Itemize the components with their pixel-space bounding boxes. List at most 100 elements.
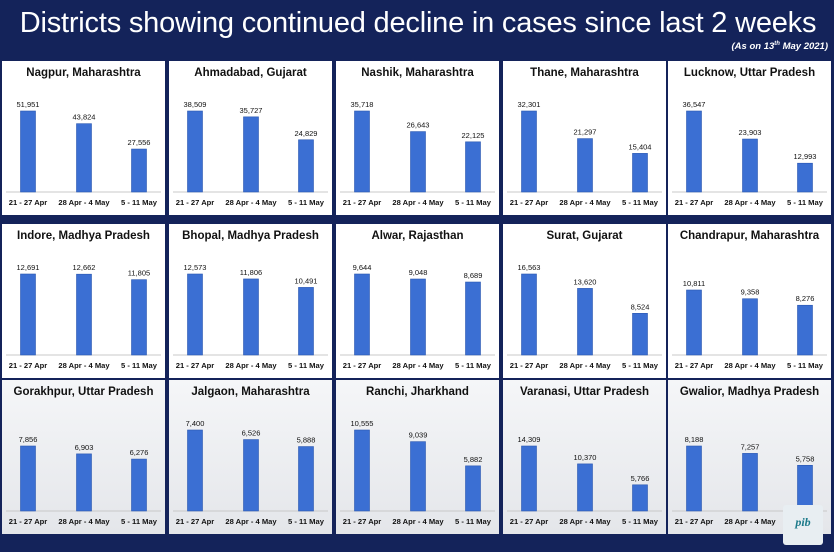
bar xyxy=(131,279,147,356)
bar xyxy=(20,273,36,356)
bar xyxy=(298,446,314,512)
chart-panel: Alwar, Rajasthan 9,644 21 - 27 Apr 9,048 28 … xyxy=(336,224,499,378)
data-label: 24,829 xyxy=(295,129,318,138)
data-label: 26,643 xyxy=(407,121,430,130)
bar xyxy=(686,289,702,356)
bar xyxy=(76,453,92,512)
tick-label: 28 Apr - 4 May xyxy=(225,198,277,207)
tick-label: 28 Apr - 4 May xyxy=(724,198,776,207)
tick-label: 5 - 11 May xyxy=(455,198,492,207)
chart-panel: Ranchi, Jharkhand 10,555 21 - 27 Apr 9,039 2… xyxy=(336,380,499,534)
bar xyxy=(521,273,537,356)
chart-grid: Nagpur, Maharashtra 51,951 21 - 27 Apr 43,8… xyxy=(2,61,831,550)
chart-title: Indore, Madhya Pradesh xyxy=(17,230,150,242)
bar-chart: 16,563 21 - 27 Apr 13,620 28 Apr - 4 May 8,5… xyxy=(507,263,662,370)
data-label: 9,358 xyxy=(741,288,760,297)
bar xyxy=(131,148,147,193)
tick-label: 21 - 27 Apr xyxy=(343,198,382,207)
tick-label: 5 - 11 May xyxy=(288,517,325,526)
tick-label: 21 - 27 Apr xyxy=(675,517,714,526)
tick-label: 28 Apr - 4 May xyxy=(559,198,611,207)
tick-label: 5 - 11 May xyxy=(622,198,659,207)
data-label: 36,547 xyxy=(683,100,706,109)
data-label: 7,400 xyxy=(186,419,205,428)
data-label: 12,573 xyxy=(184,263,207,272)
chart-panel: Jalgaon, Maharashtra 7,400 21 - 27 Apr 6,52… xyxy=(169,380,332,534)
header-banner: Districts showing continued decline in c… xyxy=(0,0,834,60)
date-note-prefix: (As on 13 xyxy=(731,41,775,53)
bar xyxy=(465,141,481,193)
bar xyxy=(187,110,203,193)
bar xyxy=(298,139,314,193)
bar xyxy=(742,453,758,512)
pib-logo-icon xyxy=(783,505,823,545)
tick-label: 28 Apr - 4 May xyxy=(225,361,277,370)
data-label: 35,727 xyxy=(240,106,263,115)
tick-label: 5 - 11 May xyxy=(121,361,158,370)
bar-chart: 7,856 21 - 27 Apr 6,903 28 Apr - 4 May 6,276… xyxy=(6,435,161,526)
tick-label: 21 - 27 Apr xyxy=(176,517,215,526)
tick-label: 28 Apr - 4 May xyxy=(392,198,444,207)
tick-label: 21 - 27 Apr xyxy=(176,198,215,207)
data-label: 23,903 xyxy=(739,128,762,137)
bar xyxy=(632,153,648,193)
data-label: 11,805 xyxy=(128,269,150,278)
tick-label: 21 - 27 Apr xyxy=(9,517,48,526)
tick-label: 28 Apr - 4 May xyxy=(58,517,110,526)
data-label: 8,524 xyxy=(631,302,650,311)
bar xyxy=(243,439,259,512)
data-label: 10,370 xyxy=(574,453,597,462)
tick-label: 21 - 27 Apr xyxy=(675,198,714,207)
chart-title: Gwalior, Madhya Pradesh xyxy=(679,386,820,398)
bar xyxy=(410,131,426,193)
tick-label: 5 - 11 May xyxy=(787,361,824,370)
bar xyxy=(243,278,259,356)
data-label: 5,766 xyxy=(631,474,650,483)
chart-panel: Gwalior, Madhya Pradesh 8,188 21 - 27 Apr 7… xyxy=(668,380,831,534)
data-label: 11,806 xyxy=(240,268,262,277)
bar xyxy=(632,313,648,356)
chart-panel: Ahmadabad, Gujarat 38,509 21 - 27 Apr 35,72… xyxy=(169,61,332,215)
date-note-suffix: May 2021) xyxy=(779,41,828,53)
chart-panel: Indore, Madhya Pradesh 12,691 21 - 27 Apr 1… xyxy=(2,224,165,378)
bar xyxy=(187,273,203,356)
tick-label: 5 - 11 May xyxy=(288,198,325,207)
data-label: 10,555 xyxy=(351,419,374,428)
chart-title: Lucknow, Uttar Pradesh xyxy=(683,67,816,79)
chart-panel: Nashik, Maharashtra 35,718 21 - 27 Apr 26,6… xyxy=(336,61,499,215)
bar xyxy=(410,278,426,356)
tick-label: 5 - 11 May xyxy=(622,361,659,370)
tick-label: 5 - 11 May xyxy=(121,198,158,207)
tick-label: 28 Apr - 4 May xyxy=(559,517,611,526)
bar xyxy=(521,110,537,193)
chart-panel: Bhopal, Madhya Pradesh 12,573 21 - 27 Apr 1… xyxy=(169,224,332,378)
tick-label: 21 - 27 Apr xyxy=(510,517,549,526)
data-label: 9,039 xyxy=(409,431,428,440)
tick-label: 5 - 11 May xyxy=(455,361,492,370)
data-label: 38,509 xyxy=(184,100,207,109)
bar-chart: 10,555 21 - 27 Apr 9,039 28 Apr - 4 May 5,88… xyxy=(340,419,495,526)
data-label: 9,644 xyxy=(353,263,372,272)
tick-label: 5 - 11 May xyxy=(622,517,659,526)
data-label: 32,301 xyxy=(518,100,541,109)
bar xyxy=(686,445,702,512)
bar-chart: 35,718 21 - 27 Apr 26,643 28 Apr - 4 May 22,… xyxy=(340,100,495,207)
bar xyxy=(521,445,537,512)
chart-panel: Thane, Maharashtra 32,301 21 - 27 Apr 21,29… xyxy=(503,61,666,215)
bar-chart: 9,644 21 - 27 Apr 9,048 28 Apr - 4 May 8,689… xyxy=(340,263,495,370)
chart-title: Alwar, Rajasthan xyxy=(371,230,464,242)
tick-label: 5 - 11 May xyxy=(787,198,824,207)
bar-chart: 12,691 21 - 27 Apr 12,662 28 Apr - 4 May 11,… xyxy=(6,263,161,370)
bar xyxy=(298,287,314,356)
data-label: 27,556 xyxy=(128,138,151,147)
bar xyxy=(797,162,813,193)
data-label: 5,758 xyxy=(796,454,815,463)
bar xyxy=(632,484,648,512)
bar xyxy=(243,116,259,193)
data-label: 8,689 xyxy=(464,271,483,280)
bar xyxy=(187,429,203,512)
data-label: 13,620 xyxy=(574,277,597,286)
chart-title: Jalgaon, Maharashtra xyxy=(191,386,310,398)
data-label: 9,048 xyxy=(409,268,428,277)
bar xyxy=(76,123,92,193)
